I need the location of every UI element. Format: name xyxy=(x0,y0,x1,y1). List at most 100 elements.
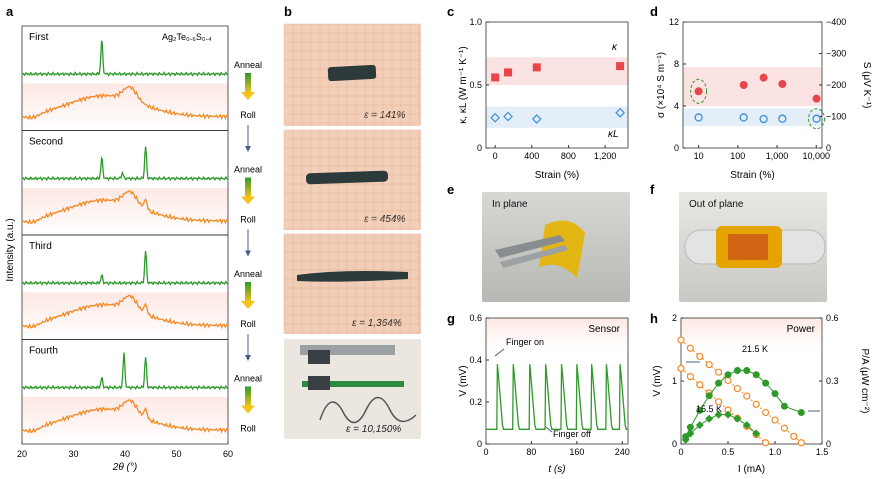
cycle-arrow-head xyxy=(245,250,251,257)
h-power-point xyxy=(681,435,690,444)
strain-label-2: ε = 454% xyxy=(364,214,406,225)
c-kappa-point xyxy=(504,68,513,77)
h-voltage-point xyxy=(677,364,685,372)
h-power-point xyxy=(686,423,694,431)
g-sensor-trace xyxy=(486,364,628,430)
d-ytick-label: 0 xyxy=(674,143,679,153)
h-xtick-label: 1.0 xyxy=(769,447,782,457)
g-ytick-label: 0.2 xyxy=(469,397,482,407)
h-label-15: 15.5 K xyxy=(696,404,722,414)
g-annotation-arrow xyxy=(545,426,553,433)
d-xtick-label: 1,000 xyxy=(766,151,789,161)
strain-label-4: ε = 10,150% xyxy=(346,424,402,435)
h-xtick-label: 0.5 xyxy=(722,447,735,457)
d-xtick-label: 10 xyxy=(694,151,704,161)
cycle-arrow-head xyxy=(245,355,251,361)
c-kappa-point xyxy=(616,62,625,71)
h-voltage-point xyxy=(761,408,770,417)
h-voltage-point xyxy=(686,344,695,352)
h-ytick-label: 0 xyxy=(672,439,677,449)
panel-letter: c xyxy=(447,4,454,19)
h-voltage-point xyxy=(797,439,805,447)
h-voltage-point xyxy=(761,439,770,447)
d-ytick-label: 8 xyxy=(674,59,679,69)
d-xtick-label: 10,000 xyxy=(803,151,831,161)
d-sigma-point xyxy=(739,81,748,89)
d-seebeck-point xyxy=(812,114,821,123)
h-voltage-point xyxy=(714,368,723,376)
panel-d: 0 4 8 12 0 −100 −200 −300 −400 10 100 1,000 10,000 St… xyxy=(656,17,872,181)
c-kappaL-point xyxy=(615,107,625,118)
a-row-label: First xyxy=(29,32,49,43)
d-sigma-point xyxy=(694,87,703,96)
c-ytick-label: 1.0 xyxy=(469,17,482,27)
g-title: Sensor xyxy=(588,324,620,335)
h-voltage-point xyxy=(743,392,751,400)
h-y2tick-label: 0 xyxy=(826,439,831,449)
anneal-arrow-head xyxy=(241,301,255,309)
a-xtick-label: 30 xyxy=(68,449,78,459)
d-y2tick-label: −100 xyxy=(826,112,846,122)
h-ytick-label: 1 xyxy=(672,376,677,386)
a-compound-label: Ag₂Te₀.₆S₀.₄ xyxy=(162,32,212,42)
panel-letter: g xyxy=(447,311,455,326)
a-xrd-roll-trace xyxy=(21,352,228,391)
a-xrd-roll-trace xyxy=(21,40,228,77)
a-row-label: Fourth xyxy=(29,346,58,357)
d-xtick-label: 100 xyxy=(730,151,745,161)
d-sigma-point xyxy=(812,94,821,103)
h-voltage-point xyxy=(696,381,704,389)
c-kappaL-band xyxy=(486,106,628,128)
h-voltage-point xyxy=(705,361,713,369)
c-kappaL-point xyxy=(531,114,542,124)
a-xtick-label: 60 xyxy=(223,449,233,459)
cycle-arrow-head xyxy=(245,146,251,152)
panel-letter: a xyxy=(6,4,14,19)
anneal-label: Anneal xyxy=(234,165,262,175)
panel-g: 0 0.2 0.4 0.6 0 80 160 240 t (s) V (mV) Sensor Fing… xyxy=(458,313,630,475)
a-xrd-anneal-trace xyxy=(21,190,229,225)
h-voltage-point xyxy=(724,376,732,384)
h-y2label: P/A (μW cm⁻²) xyxy=(859,349,870,414)
panel-letter: e xyxy=(447,182,454,197)
a-row-background xyxy=(22,83,228,131)
h-power-point xyxy=(780,402,788,410)
roll-label: Roll xyxy=(240,424,256,434)
roll-label: Roll xyxy=(240,215,256,225)
panel-letter: d xyxy=(650,4,658,19)
d-sigma-point xyxy=(778,79,787,88)
g-annotation-on: Finger on xyxy=(506,337,544,347)
g-frame xyxy=(485,317,629,445)
h-power-point xyxy=(705,414,714,423)
c-kappaL-point xyxy=(490,112,501,123)
h-xtick-label: 0 xyxy=(678,447,683,457)
h-y2tick-label: 0.3 xyxy=(826,376,839,386)
c-xtick-label: 1,200 xyxy=(594,151,617,161)
a-xrd-anneal-trace xyxy=(21,85,229,121)
a-xrd-roll-trace xyxy=(21,146,228,182)
h-power-point xyxy=(705,392,713,400)
d-ytick-label: 4 xyxy=(674,101,679,111)
h-power-point xyxy=(724,410,732,419)
anneal-arrow-head xyxy=(241,92,255,100)
d-xlabel: Strain (%) xyxy=(730,170,774,181)
h-power-point xyxy=(762,379,770,387)
h-power-point xyxy=(724,371,732,379)
g-xtick-label: 240 xyxy=(615,447,630,457)
h-background xyxy=(681,318,822,348)
h-power-point xyxy=(797,409,805,416)
h-label-21: 21.5 K xyxy=(742,344,768,354)
in-plane-title: In plane xyxy=(492,199,528,210)
h-voltage-point xyxy=(780,424,789,432)
d-seebeck-point xyxy=(778,114,787,123)
strain-label-1: ε = 141% xyxy=(364,110,406,121)
a-xtick-label: 50 xyxy=(171,449,181,459)
strain-label-3: ε = 1,364% xyxy=(352,318,402,329)
h-power-point xyxy=(733,367,741,374)
g-ytick-label: 0 xyxy=(477,439,482,449)
h-ytick-label: 2 xyxy=(672,313,677,323)
panel-letter: h xyxy=(650,311,658,326)
a-row-label: Second xyxy=(29,137,63,148)
g-xtick-label: 80 xyxy=(526,447,536,457)
